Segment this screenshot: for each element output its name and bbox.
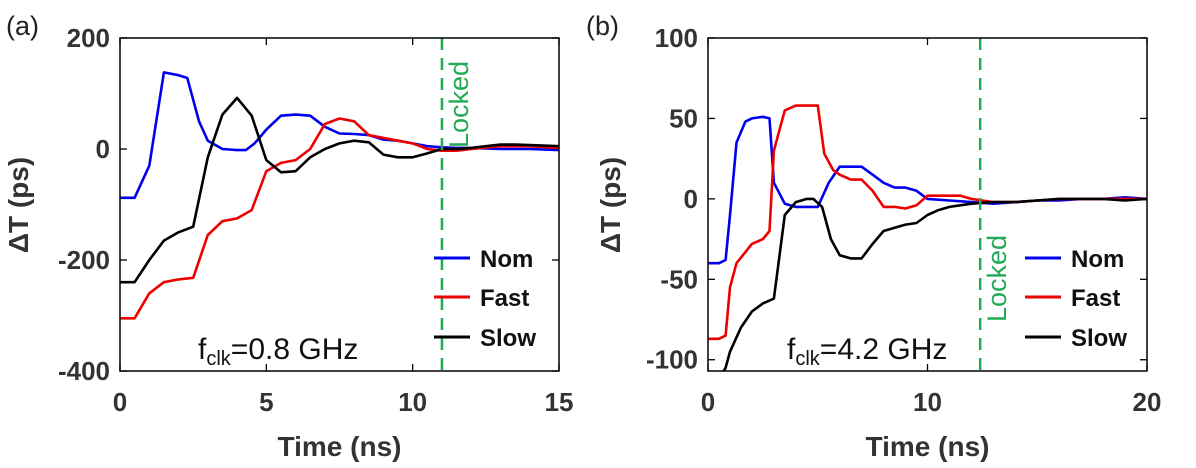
annotation-sub-b: clk [795, 348, 820, 370]
series-lines-a [120, 71, 559, 320]
legend-label-slow-a: Slow [480, 325, 536, 352]
x-tick-label-a: 10 [398, 387, 427, 417]
legend-label-nom-b: Nom [1071, 246, 1124, 273]
x-tick-label-b: 20 [1133, 387, 1162, 417]
plot-frame-b [707, 37, 1148, 372]
y-tick-label-a: 0 [96, 134, 110, 164]
legend-label-slow-b: Slow [1071, 325, 1127, 352]
x-tick-labels-a: 0 5 10 15 [113, 387, 574, 417]
y-axis-label-a: ΔT (ps) [3, 157, 34, 253]
annotation-rest-b: =4.2 GHz [820, 333, 948, 366]
x-tick-label-b: 10 [913, 387, 942, 417]
annotation-main-a: f [198, 333, 207, 366]
y-tick-label-b: -50 [660, 264, 698, 294]
y-tick-labels-a: 200 0 -200 -400 [58, 23, 110, 386]
y-tick-label-b: -100 [646, 345, 698, 375]
legend-label-fast-a: Fast [480, 285, 529, 312]
plot-area-a [120, 38, 559, 371]
x-axis-label-a: Time (ns) [278, 431, 402, 462]
annotation-rest-a: =0.8 GHz [231, 333, 359, 366]
y-tick-label-b: 50 [669, 103, 698, 133]
plot-frame-a [119, 37, 560, 372]
legend-a: Nom Fast Slow [434, 246, 536, 352]
y-tick-label-b: 100 [655, 23, 698, 53]
legend-label-nom-a: Nom [480, 246, 533, 273]
annotation-fclk-a: fclk=0.8 GHz [198, 333, 358, 370]
y-tick-label-a: 200 [67, 23, 110, 53]
x-tick-label-a: 0 [113, 387, 127, 417]
x-tick-label-a: 5 [259, 387, 273, 417]
annotation-main-b: f [787, 333, 796, 366]
locked-label-b: Locked [982, 235, 1012, 322]
series-line-nom-a [120, 71, 559, 200]
plot-area-b [708, 38, 1147, 371]
series-line-slow-a [120, 96, 559, 284]
x-tick-label-a: 15 [545, 387, 574, 417]
series-line-slow-b [722, 197, 1147, 371]
x-tick-labels-b: 0 10 20 [701, 387, 1162, 417]
y-tick-label-a: -400 [58, 356, 110, 386]
legend-b: Nom Fast Slow [1025, 246, 1127, 352]
y-axis-label-b: ΔT (ps) [595, 157, 626, 253]
locked-label-a: Locked [444, 61, 474, 148]
y-tick-labels-b: 100 50 0 -50 -100 [646, 23, 698, 375]
x-tick-label-b: 0 [701, 387, 715, 417]
annotation-sub-a: clk [206, 348, 231, 370]
y-tick-label-a: -200 [58, 245, 110, 275]
x-axis-label-b: Time (ns) [866, 431, 990, 462]
panel-label-a: (a) [6, 11, 39, 41]
annotation-fclk-b: fclk=4.2 GHz [787, 333, 947, 370]
legend-label-fast-b: Fast [1071, 285, 1120, 312]
series-lines-b [708, 104, 1147, 371]
panel-a: (a) Locked 0 5 10 15 200 0 -200 -400 Time (ns)… [3, 11, 573, 462]
panel-b: (b) Locked 0 10 20 100 50 0 -50 -100 Time (ns)… [586, 11, 1161, 462]
series-line-fast-a [120, 117, 559, 320]
panel-label-b: (b) [586, 11, 619, 41]
y-tick-label-b: 0 [684, 184, 698, 214]
